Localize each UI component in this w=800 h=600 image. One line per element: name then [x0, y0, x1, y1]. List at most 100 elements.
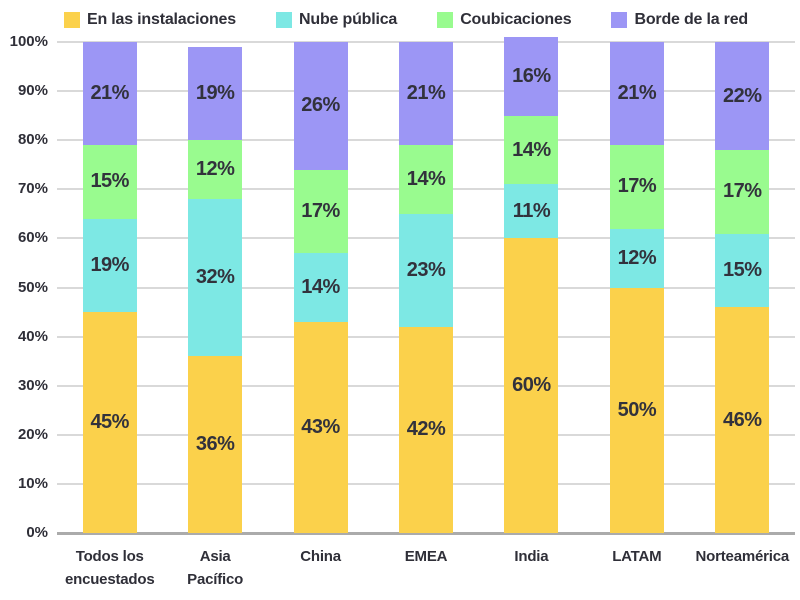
segment-value-label: 15% — [723, 258, 762, 281]
x-category-label: China — [300, 548, 341, 565]
legend-swatch-icon — [611, 12, 628, 28]
segment-value-label: 17% — [723, 180, 762, 203]
bar-4: 42% 23% 14% 21% — [399, 42, 453, 533]
legend-label: Nube pública — [299, 11, 398, 28]
bar-segment: 19% — [82, 218, 137, 313]
bar-segment: 23% — [399, 213, 453, 327]
y-tick-label: 50% — [17, 278, 48, 296]
bar-segment: 50% — [609, 287, 664, 533]
bar-3: 43% 14% 17% 26% — [293, 42, 348, 533]
segment-value-label: 14% — [406, 167, 446, 190]
gridline — [57, 41, 795, 43]
segment-value-label: 12% — [617, 246, 657, 269]
bar-segment: 15% — [715, 233, 770, 308]
x-category-label: EMEA — [404, 548, 448, 565]
segment-value-label: 12% — [195, 158, 235, 181]
bar-segment: 17% — [609, 145, 664, 229]
legend-label: Coubicaciones — [460, 11, 572, 28]
segment-value-label: 21% — [90, 82, 129, 105]
x-axis-labels: Todos los encuestados Asia Pacífico China E… — [57, 545, 795, 595]
bar-segment: 32% — [188, 199, 243, 357]
segment-value-label: 15% — [90, 170, 129, 193]
segment-value-label: 22% — [723, 84, 762, 107]
y-tick-label: 0% — [26, 524, 48, 541]
legend-item: En las instalaciones — [64, 11, 236, 29]
legend-label: Borde de la red — [634, 11, 748, 28]
segment-value-label: 60% — [512, 374, 551, 397]
y-tick-label: 60% — [17, 229, 48, 247]
bar-6: 50% 12% 17% 21% — [609, 42, 664, 533]
segment-value-label: 19% — [195, 82, 235, 105]
bar-segment: 12% — [609, 228, 664, 288]
legend-item: Nube pública — [276, 11, 397, 29]
segment-value-label: 43% — [301, 415, 340, 438]
y-axis-ticks: 0% 10% 20% 30% 40% 50% 60% 70% 80% 90% 100% — [0, 33, 50, 541]
bar-segment: 26% — [293, 42, 348, 170]
legend-swatch-icon — [64, 12, 80, 28]
segment-value-label: 11% — [512, 199, 551, 222]
bar-segment: 42% — [399, 326, 453, 533]
bar-1: 45% 19% 15% 21% — [82, 42, 137, 533]
segment-value-label: 17% — [617, 175, 657, 198]
y-tick-label: 40% — [17, 327, 48, 345]
legend-item: Borde de la red — [611, 11, 748, 29]
segment-value-label: 42% — [406, 418, 446, 441]
plot-area: 45% 19% 15% 21% 36% 32% 12% 19% 43% 14% 17% 26% 42% 2… — [57, 37, 795, 535]
y-tick-label: 20% — [17, 425, 48, 443]
y-tick-label: 70% — [17, 180, 48, 198]
bar-7: 46% 15% 17% 22% — [715, 42, 770, 533]
segment-value-label: 14% — [512, 138, 551, 161]
bar-segment: 21% — [399, 42, 453, 146]
bar-segment: 16% — [504, 37, 559, 116]
bar-segment: 21% — [82, 42, 137, 146]
x-category-label: Asia Pacífico — [187, 548, 244, 588]
legend-item: Coubicaciones — [437, 11, 572, 29]
segment-value-label: 26% — [301, 94, 340, 117]
segment-value-label: 14% — [301, 276, 340, 298]
bar-segment: 45% — [82, 312, 137, 533]
segment-value-label: 17% — [301, 199, 340, 222]
legend-label: En las instalaciones — [87, 11, 236, 28]
x-category-label: India — [514, 548, 549, 565]
bar-segment: 36% — [188, 356, 243, 533]
bar-segment: 43% — [293, 321, 348, 533]
legend-swatch-icon — [437, 12, 454, 28]
bar-segment: 12% — [188, 140, 243, 200]
x-category-label: Todos los encuestados — [64, 548, 155, 588]
x-category-label: LATAM — [612, 548, 662, 565]
segment-value-label: 23% — [406, 258, 446, 281]
bar-segment: 14% — [399, 145, 453, 214]
segment-value-label: 45% — [90, 411, 129, 434]
x-category-label: Norteamérica — [695, 548, 790, 565]
segment-value-label: 36% — [195, 433, 235, 456]
bar-segment: 14% — [293, 253, 348, 322]
y-tick-label: 90% — [17, 82, 48, 100]
segment-value-label: 32% — [195, 266, 235, 289]
y-tick-label: 100% — [9, 33, 48, 50]
segment-value-label: 16% — [512, 64, 551, 87]
bar-5: 60% 11% 14% 16% — [504, 37, 559, 533]
bar-segment: 19% — [188, 46, 243, 141]
bar-segment: 11% — [504, 184, 559, 239]
x-axis-line — [57, 531, 795, 535]
segment-value-label: 50% — [617, 398, 657, 421]
segment-value-label: 19% — [90, 253, 129, 276]
bar-segment: 17% — [293, 169, 348, 254]
bar-segment: 14% — [504, 115, 559, 185]
bar-segment: 60% — [504, 238, 559, 533]
y-tick-label: 30% — [17, 376, 48, 394]
segment-value-label: 46% — [723, 408, 762, 431]
bar-2: 36% 32% 12% 19% — [188, 46, 243, 533]
segment-value-label: 21% — [406, 82, 446, 105]
bar-segment: 21% — [609, 42, 664, 146]
legend-swatch-icon — [276, 12, 293, 28]
segment-value-label: 21% — [617, 82, 657, 105]
bar-segment: 46% — [715, 307, 770, 533]
bar-segment: 22% — [715, 42, 770, 151]
y-tick-label: 10% — [17, 474, 48, 492]
chart-legend: En las instalaciones Nube pública Coubicac… — [64, 10, 748, 30]
y-tick-label: 80% — [17, 131, 48, 149]
bar-segment: 15% — [82, 145, 137, 219]
bar-segment: 17% — [715, 150, 770, 234]
